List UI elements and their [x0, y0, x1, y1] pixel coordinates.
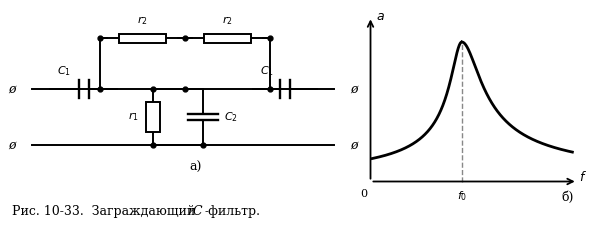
- Bar: [204, 34, 251, 43]
- Text: $f$: $f$: [579, 170, 587, 184]
- Text: 0: 0: [360, 189, 367, 199]
- Text: $f_0$: $f_0$: [457, 189, 467, 203]
- Text: $r_2$: $r_2$: [222, 15, 233, 27]
- Text: ø: ø: [350, 83, 358, 96]
- Text: б): б): [561, 191, 573, 203]
- Text: $r_2$: $r_2$: [137, 15, 148, 27]
- Text: ø: ø: [350, 138, 358, 151]
- Text: $C_2$: $C_2$: [224, 110, 238, 124]
- Bar: [119, 34, 166, 43]
- Text: -фильтр.: -фильтр.: [205, 205, 260, 218]
- Text: а): а): [190, 160, 202, 173]
- Text: ø: ø: [9, 138, 16, 151]
- Text: Рис. 10-33.  Заграждающий: Рис. 10-33. Заграждающий: [12, 205, 199, 218]
- Text: $C_1$: $C_1$: [260, 65, 274, 78]
- Bar: [146, 102, 160, 132]
- Text: rC: rC: [187, 205, 202, 218]
- Text: $C_1$: $C_1$: [57, 65, 71, 78]
- Text: ø: ø: [9, 83, 16, 96]
- Text: $r_1$: $r_1$: [128, 110, 139, 123]
- Text: $a$: $a$: [376, 10, 385, 23]
